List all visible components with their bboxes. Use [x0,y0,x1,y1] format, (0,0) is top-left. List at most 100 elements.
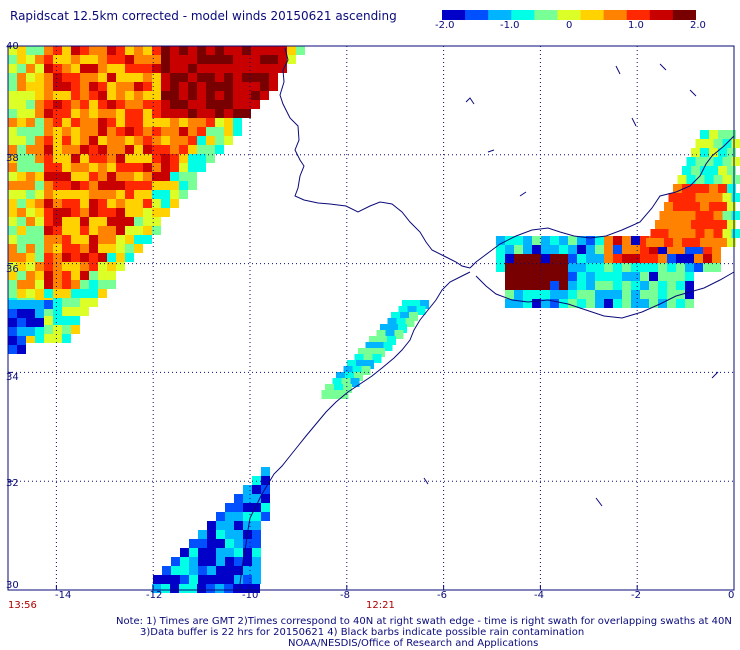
wind-cell [233,82,242,91]
wind-cell [107,127,116,136]
wind-cell [695,193,705,202]
wind-cell [586,263,595,272]
wind-cell [577,245,586,254]
wind-cell [398,324,407,333]
wind-cell [62,118,71,127]
wind-cell [26,46,35,55]
wind-cell [89,262,98,271]
wind-cell [391,312,400,321]
wind-cell [161,118,170,127]
wind-cell [550,290,559,299]
wind-cell [161,46,170,55]
wind-cell [577,281,586,290]
wind-cell [252,512,261,521]
wind-cell [80,136,89,145]
wind-cell [345,372,354,381]
wind-cell [330,390,340,399]
wind-cell [162,575,171,584]
wind-cell [206,136,215,145]
wind-cell [691,220,700,229]
wind-cell [686,229,696,238]
wind-cell [568,290,577,299]
wind-cell [44,262,53,271]
wind-cell [224,82,233,91]
wind-cell [152,226,161,235]
wind-cell [179,127,188,136]
wind-cell [595,290,604,299]
wind-cell [505,245,514,254]
wind-cell [369,336,378,345]
wind-cell [89,109,98,118]
wind-cell [35,154,44,163]
wind-cell [98,100,107,109]
wind-cell [694,254,703,263]
wind-cell [703,263,712,272]
wind-cell [252,476,261,485]
wind-cell [664,238,673,247]
wind-cell [243,521,252,530]
wind-cell [53,298,62,307]
map-title: Rapidscat 12.5km corrected - model winds… [10,9,397,23]
wind-cell [197,154,206,163]
wind-cell [134,91,143,100]
colorbar-tick-zero: 0 [566,20,573,31]
wind-cell [586,290,595,299]
wind-cell [125,118,134,127]
wind-cell [550,236,559,245]
wind-cell [17,199,26,208]
wind-cell [116,118,125,127]
wind-cell [505,290,514,299]
wind-cell [44,163,53,172]
wind-cell [709,220,718,229]
coastline-morocco-atlantic [239,271,471,590]
wind-cell [116,253,125,262]
wind-cell [125,82,134,91]
wind-cell [655,220,664,229]
wind-cell [8,226,17,235]
wind-cell [189,575,198,584]
wind-cell [631,236,640,245]
wind-cell [197,118,206,127]
wind-cell [188,136,197,145]
wind-cell [170,163,179,172]
wind-cell [143,217,152,226]
wind-cell [668,211,678,220]
wind-cell [252,566,261,575]
wind-cell [613,272,622,281]
wind-cell [224,584,233,593]
wind-cell [44,100,53,109]
wind-cell [233,55,242,64]
wind-cell [613,263,622,272]
wind-cell [383,342,393,351]
wind-cell [8,55,17,64]
wind-cell [649,263,658,272]
wind-cell [622,299,631,308]
wind-cell [17,154,26,163]
wind-cell [287,46,296,55]
wind-cell [694,245,703,254]
wind-cell [215,136,224,145]
island-1 [465,97,475,105]
wind-cell [17,46,26,55]
wind-cell [179,55,188,64]
wind-cell [53,199,62,208]
wind-cell [152,181,161,190]
wind-cell [409,312,418,321]
wind-cell [523,299,532,308]
wind-cell [116,64,125,73]
wind-cell [8,145,17,154]
wind-cell [682,166,691,175]
wind-cell [677,211,687,220]
wind-cell [420,300,429,309]
colorbar-segment [534,10,559,20]
wind-cell [676,299,685,308]
wind-cell [53,262,62,271]
lat-lon-grid [7,45,735,591]
wind-cell [80,100,89,109]
wind-cell [631,254,640,263]
wind-cell [53,316,62,325]
wind-cell [35,91,44,100]
wind-cell [713,211,723,220]
wind-cell [225,548,234,557]
wind-cell [225,539,234,548]
